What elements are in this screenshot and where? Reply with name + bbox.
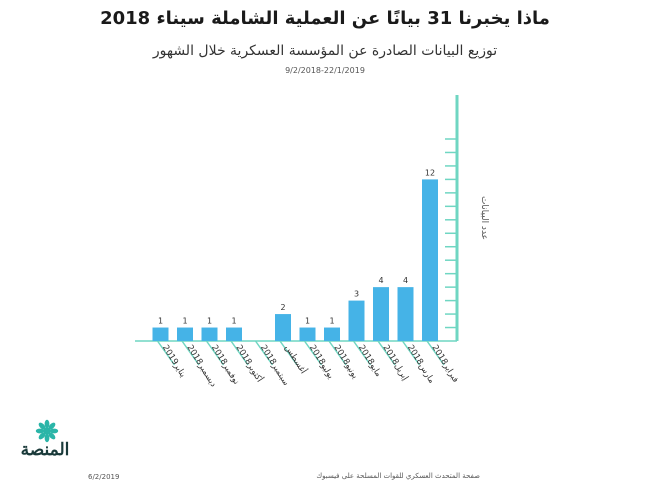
bar bbox=[373, 287, 389, 341]
x-axis-tick bbox=[401, 340, 421, 366]
x-axis-tick bbox=[156, 340, 176, 366]
x-axis-tick bbox=[352, 340, 372, 366]
bar-value-label: 2 bbox=[280, 303, 285, 312]
category-label: مايو2018 bbox=[356, 343, 383, 378]
bar-value-label: 1 bbox=[231, 317, 236, 326]
logo-petal bbox=[35, 428, 45, 434]
x-axis-tick bbox=[181, 340, 200, 366]
x-axis-tick bbox=[377, 340, 396, 366]
bar-value-label: 3 bbox=[354, 290, 359, 299]
category-label: يناير2019 bbox=[160, 343, 188, 380]
category-label: يونيو2018 bbox=[331, 343, 360, 381]
bar-value-label: 4 bbox=[378, 276, 383, 285]
bar bbox=[177, 327, 193, 341]
category-label: أغسطس bbox=[282, 342, 309, 376]
x-axis-tick bbox=[230, 340, 249, 366]
logo-petal bbox=[44, 419, 50, 429]
logo-petal bbox=[49, 428, 59, 434]
x-axis-tick bbox=[279, 340, 298, 366]
bar-value-label: 1 bbox=[305, 317, 310, 326]
logo-petal bbox=[38, 432, 46, 440]
logo-text: المنصة bbox=[20, 440, 70, 460]
footer-source: صفحة المتحدث العسكري للقوات المسلحة على … bbox=[316, 472, 480, 480]
bar-value-label: 4 bbox=[403, 276, 408, 285]
bar-value-label: 1 bbox=[158, 317, 163, 326]
logo-petal bbox=[44, 433, 50, 443]
x-axis-tick bbox=[328, 340, 347, 366]
x-axis-tick bbox=[426, 340, 445, 366]
bar-value-label: 1 bbox=[329, 317, 334, 326]
bar bbox=[397, 287, 414, 341]
logo-petal bbox=[48, 432, 56, 440]
date-range: 9/2/2018-22/1/2019 bbox=[285, 66, 365, 75]
logo-petal bbox=[38, 422, 46, 430]
y-axis-label: عدد البيانات bbox=[479, 196, 489, 240]
x-axis-tick bbox=[303, 340, 323, 366]
x-axis-tick bbox=[254, 340, 274, 366]
chart-subtitle: توزيع البيانات الصادرة عن المؤسسة العسكر… bbox=[152, 43, 498, 59]
bar bbox=[226, 327, 242, 341]
footer-date: 6/2/2019 bbox=[88, 473, 120, 481]
logo-icon bbox=[35, 419, 59, 443]
bar-value-label: 1 bbox=[207, 317, 212, 326]
bar bbox=[152, 327, 169, 341]
bar bbox=[348, 300, 365, 341]
bar bbox=[422, 179, 438, 341]
chart-title: ماذا يخبرنا 31 بيانًا عن العملية الشاملة… bbox=[100, 8, 550, 29]
logo-petal bbox=[48, 422, 56, 430]
bar bbox=[275, 314, 291, 341]
bar bbox=[299, 327, 316, 341]
bar-value-label: 1 bbox=[182, 317, 187, 326]
bar-value-label: 12 bbox=[425, 168, 435, 177]
x-axis-tick bbox=[205, 340, 225, 366]
bar bbox=[324, 327, 340, 341]
category-label: يوليو2018 bbox=[307, 343, 336, 381]
bar bbox=[201, 327, 218, 341]
